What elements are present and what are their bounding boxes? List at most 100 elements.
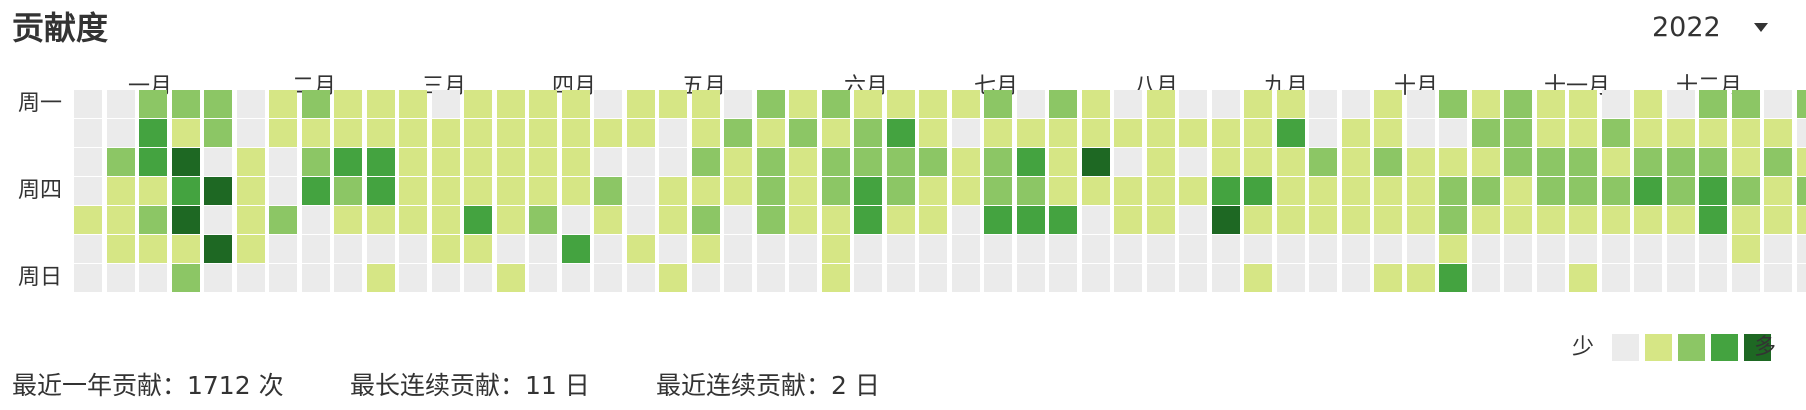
contribution-cell[interactable] bbox=[887, 235, 915, 263]
contribution-cell[interactable] bbox=[204, 177, 232, 205]
contribution-cell[interactable] bbox=[1082, 90, 1110, 118]
contribution-cell[interactable] bbox=[854, 235, 882, 263]
contribution-cell[interactable] bbox=[464, 90, 492, 118]
contribution-cell[interactable] bbox=[1699, 235, 1727, 263]
contribution-cell[interactable] bbox=[854, 177, 882, 205]
contribution-cell[interactable] bbox=[237, 206, 265, 234]
contribution-cell[interactable] bbox=[172, 119, 200, 147]
contribution-cell[interactable] bbox=[269, 148, 297, 176]
contribution-cell[interactable] bbox=[594, 206, 622, 234]
contribution-cell[interactable] bbox=[1244, 119, 1272, 147]
contribution-cell[interactable] bbox=[74, 235, 102, 263]
contribution-cell[interactable] bbox=[1504, 264, 1532, 292]
contribution-cell[interactable] bbox=[172, 264, 200, 292]
contribution-cell[interactable] bbox=[432, 206, 460, 234]
contribution-cell[interactable] bbox=[464, 148, 492, 176]
contribution-cell[interactable] bbox=[139, 119, 167, 147]
contribution-cell[interactable] bbox=[594, 177, 622, 205]
contribution-cell[interactable] bbox=[984, 264, 1012, 292]
contribution-cell[interactable] bbox=[1537, 264, 1565, 292]
contribution-cell[interactable] bbox=[1114, 90, 1142, 118]
contribution-cell[interactable] bbox=[1407, 264, 1435, 292]
contribution-cell[interactable] bbox=[399, 264, 427, 292]
contribution-cell[interactable] bbox=[952, 264, 980, 292]
contribution-cell[interactable] bbox=[1439, 90, 1467, 118]
contribution-cell[interactable] bbox=[269, 119, 297, 147]
contribution-cell[interactable] bbox=[1244, 235, 1272, 263]
contribution-cell[interactable] bbox=[1179, 206, 1207, 234]
contribution-cell[interactable] bbox=[139, 148, 167, 176]
contribution-cell[interactable] bbox=[1602, 264, 1630, 292]
contribution-cell[interactable] bbox=[757, 264, 785, 292]
contribution-cell[interactable] bbox=[204, 264, 232, 292]
contribution-cell[interactable] bbox=[334, 235, 362, 263]
contribution-cell[interactable] bbox=[1699, 148, 1727, 176]
contribution-cell[interactable] bbox=[1472, 177, 1500, 205]
contribution-cell[interactable] bbox=[1277, 119, 1305, 147]
contribution-cell[interactable] bbox=[302, 264, 330, 292]
contribution-cell[interactable] bbox=[919, 206, 947, 234]
contribution-cell[interactable] bbox=[529, 235, 557, 263]
contribution-cell[interactable] bbox=[984, 177, 1012, 205]
contribution-cell[interactable] bbox=[1797, 148, 1806, 176]
contribution-cell[interactable] bbox=[1439, 177, 1467, 205]
contribution-cell[interactable] bbox=[1082, 206, 1110, 234]
contribution-cell[interactable] bbox=[1699, 90, 1727, 118]
contribution-cell[interactable] bbox=[529, 90, 557, 118]
contribution-cell[interactable] bbox=[1212, 119, 1240, 147]
contribution-cell[interactable] bbox=[74, 177, 102, 205]
contribution-cell[interactable] bbox=[724, 119, 752, 147]
contribution-cell[interactable] bbox=[367, 235, 395, 263]
contribution-cell[interactable] bbox=[692, 119, 720, 147]
contribution-cell[interactable] bbox=[854, 264, 882, 292]
contribution-cell[interactable] bbox=[952, 90, 980, 118]
contribution-cell[interactable] bbox=[464, 264, 492, 292]
contribution-cell[interactable] bbox=[1049, 119, 1077, 147]
contribution-cell[interactable] bbox=[984, 148, 1012, 176]
contribution-cell[interactable] bbox=[334, 206, 362, 234]
contribution-cell[interactable] bbox=[1472, 90, 1500, 118]
contribution-cell[interactable] bbox=[1472, 206, 1500, 234]
contribution-cell[interactable] bbox=[724, 177, 752, 205]
contribution-cell[interactable] bbox=[139, 177, 167, 205]
contribution-cell[interactable] bbox=[107, 90, 135, 118]
contribution-cell[interactable] bbox=[1017, 235, 1045, 263]
contribution-cell[interactable] bbox=[1179, 264, 1207, 292]
contribution-cell[interactable] bbox=[1309, 119, 1337, 147]
contribution-cell[interactable] bbox=[1342, 264, 1370, 292]
contribution-cell[interactable] bbox=[1309, 177, 1337, 205]
contribution-cell[interactable] bbox=[659, 264, 687, 292]
contribution-cell[interactable] bbox=[887, 148, 915, 176]
contribution-cell[interactable] bbox=[1439, 264, 1467, 292]
contribution-cell[interactable] bbox=[822, 90, 850, 118]
contribution-cell[interactable] bbox=[789, 148, 817, 176]
contribution-cell[interactable] bbox=[1277, 235, 1305, 263]
contribution-cell[interactable] bbox=[692, 148, 720, 176]
contribution-cell[interactable] bbox=[1017, 90, 1045, 118]
contribution-cell[interactable] bbox=[204, 148, 232, 176]
contribution-cell[interactable] bbox=[367, 206, 395, 234]
contribution-cell[interactable] bbox=[1764, 235, 1792, 263]
contribution-cell[interactable] bbox=[1634, 90, 1662, 118]
contribution-cell[interactable] bbox=[1569, 264, 1597, 292]
contribution-cell[interactable] bbox=[1439, 119, 1467, 147]
contribution-cell[interactable] bbox=[1797, 206, 1806, 234]
contribution-cell[interactable] bbox=[334, 177, 362, 205]
contribution-cell[interactable] bbox=[594, 90, 622, 118]
contribution-cell[interactable] bbox=[1407, 235, 1435, 263]
contribution-cell[interactable] bbox=[1602, 148, 1630, 176]
contribution-cell[interactable] bbox=[1569, 119, 1597, 147]
contribution-cell[interactable] bbox=[237, 264, 265, 292]
contribution-cell[interactable] bbox=[854, 90, 882, 118]
contribution-cell[interactable] bbox=[1342, 119, 1370, 147]
contribution-cell[interactable] bbox=[1797, 264, 1806, 292]
contribution-cell[interactable] bbox=[1212, 90, 1240, 118]
contribution-cell[interactable] bbox=[1342, 235, 1370, 263]
contribution-cell[interactable] bbox=[432, 119, 460, 147]
contribution-cell[interactable] bbox=[1147, 177, 1175, 205]
contribution-cell[interactable] bbox=[757, 177, 785, 205]
contribution-cell[interactable] bbox=[302, 148, 330, 176]
contribution-cell[interactable] bbox=[1732, 264, 1760, 292]
contribution-cell[interactable] bbox=[1764, 206, 1792, 234]
contribution-cell[interactable] bbox=[367, 177, 395, 205]
